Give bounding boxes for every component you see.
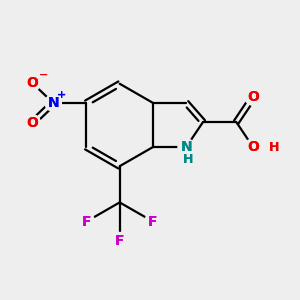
Circle shape bbox=[111, 232, 128, 249]
Circle shape bbox=[245, 139, 261, 155]
Text: O: O bbox=[26, 76, 38, 90]
Text: F: F bbox=[115, 234, 124, 248]
Text: +: + bbox=[57, 90, 67, 100]
Text: H: H bbox=[268, 141, 279, 154]
Circle shape bbox=[178, 139, 194, 155]
Text: O: O bbox=[247, 140, 259, 154]
Text: F: F bbox=[148, 214, 158, 229]
Text: F: F bbox=[148, 214, 158, 229]
Text: +: + bbox=[57, 90, 67, 100]
Circle shape bbox=[24, 115, 40, 131]
Text: F: F bbox=[82, 214, 91, 229]
Circle shape bbox=[145, 213, 161, 230]
Text: O: O bbox=[247, 140, 259, 154]
Text: N: N bbox=[180, 140, 192, 154]
Text: O: O bbox=[247, 90, 259, 104]
Text: N: N bbox=[47, 96, 59, 110]
Text: N: N bbox=[47, 96, 59, 110]
Text: −: − bbox=[39, 70, 48, 80]
Circle shape bbox=[78, 213, 94, 230]
Text: O: O bbox=[26, 76, 38, 90]
Text: F: F bbox=[115, 234, 124, 248]
Circle shape bbox=[24, 75, 40, 91]
Circle shape bbox=[245, 89, 261, 105]
Text: O: O bbox=[26, 116, 38, 130]
Text: O: O bbox=[247, 90, 259, 104]
Text: H: H bbox=[182, 153, 193, 166]
Text: H: H bbox=[182, 153, 193, 166]
Text: −: − bbox=[39, 70, 48, 80]
Circle shape bbox=[45, 94, 62, 111]
Text: F: F bbox=[82, 214, 91, 229]
Text: N: N bbox=[180, 140, 192, 154]
Text: H: H bbox=[268, 141, 279, 154]
Text: O: O bbox=[26, 116, 38, 130]
